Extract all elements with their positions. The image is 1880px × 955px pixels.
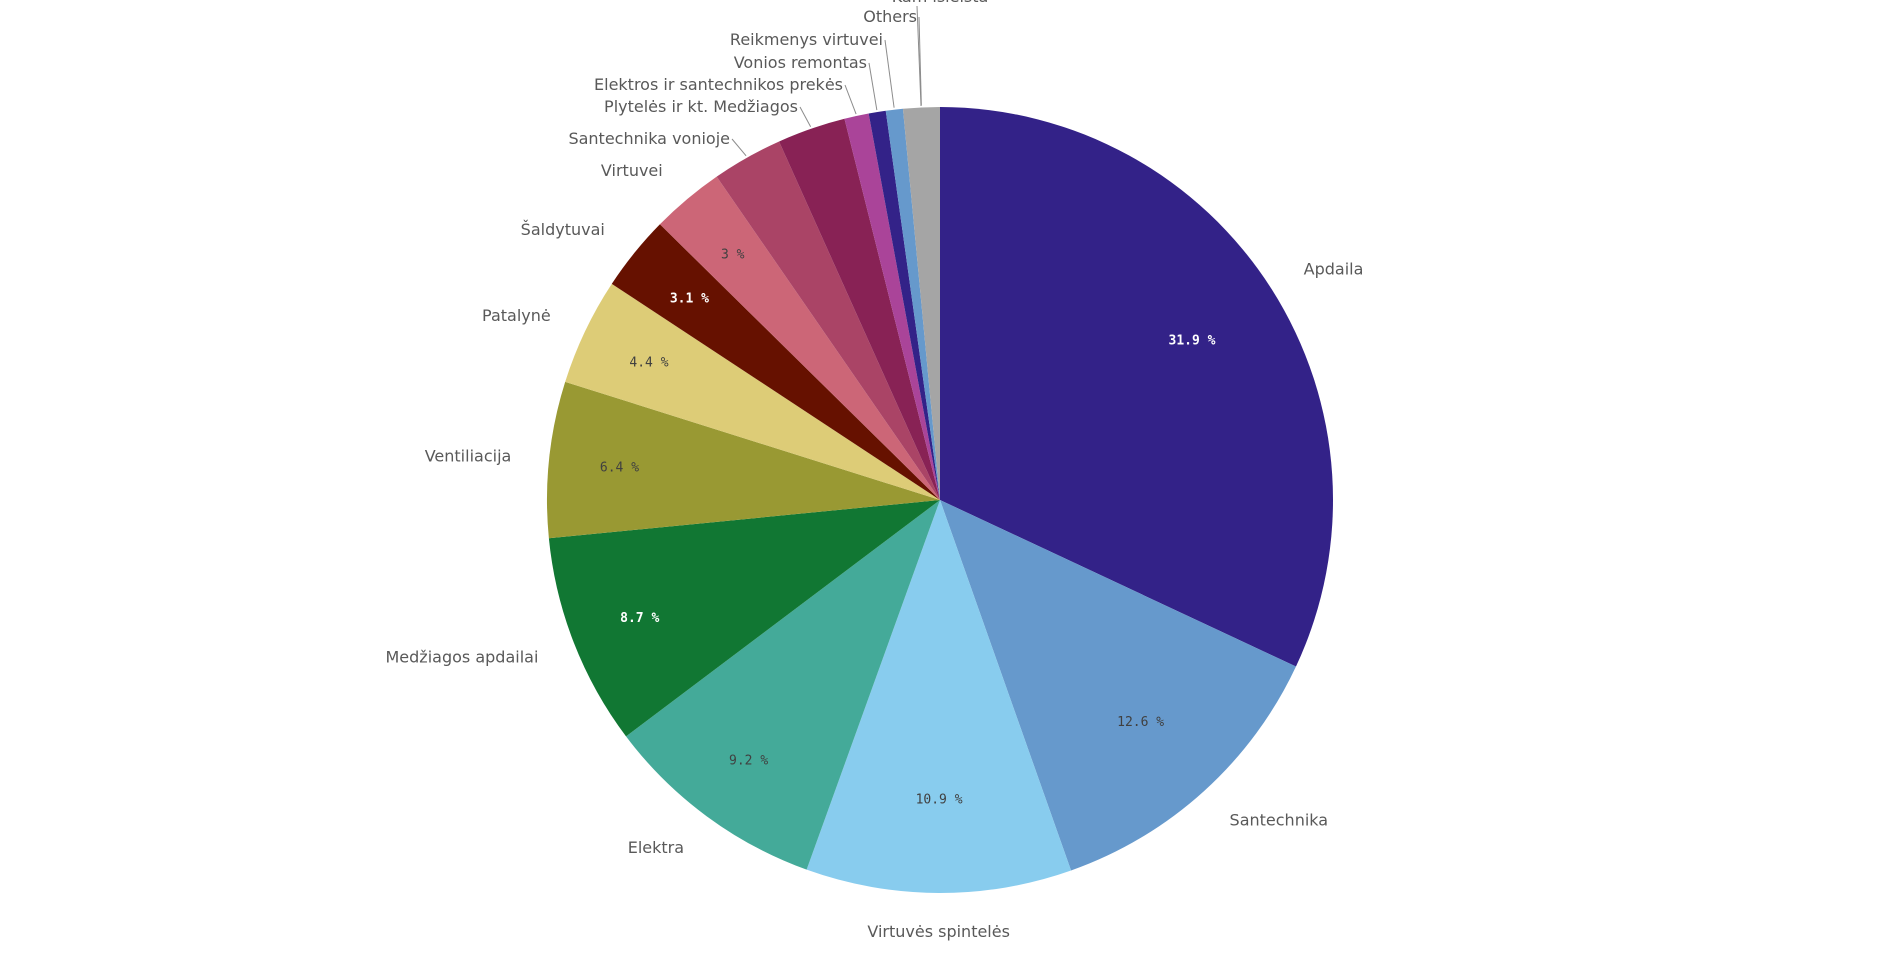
leader-line-vonios-remontas [868,62,878,111]
value-label-saldytuvai: 3.1 % [670,291,709,306]
pie-slices [547,107,1333,894]
pie-slice-ventiliacija[interactable] [547,381,940,539]
pie-slice-santechnika-vonioje[interactable] [716,141,940,500]
value-label-medziagos-apdailai: 8.7 % [620,611,659,626]
pie-slice-saldytuvai[interactable] [611,224,940,500]
pie-slice-elektra[interactable] [626,500,940,870]
value-label-ventiliacija: 6.4 % [600,461,639,476]
pie-slice-plyteles-ir-kt-medziagos[interactable] [779,118,940,500]
category-label-patalyne: Patalynė [482,306,551,325]
pie-slice-vonios-remontas[interactable] [868,110,940,500]
category-label-others: Others [863,7,917,26]
leader-lines [731,5,922,157]
category-label-elektra: Elektra [628,838,684,857]
category-labels: Apdaila Santechnika Virtuvės spintelės Elek… [386,0,1364,941]
pie-slice-santechnika[interactable] [940,500,1296,871]
category-label-apdaila: Apdaila [1304,260,1364,279]
value-label-patalyne: 4.4 % [629,356,668,371]
pie-slice-elektros-ir-santechnikos-prekes[interactable] [844,113,940,500]
leader-line-others [918,16,922,106]
value-label-virtuvei: 3 % [721,247,745,262]
pie-slice-virtuvei[interactable] [659,176,940,501]
value-label-apdaila: 31.9 % [1169,334,1216,349]
value-labels: 31.9 % 12.6 % 10.9 % 9.2 % 8.7 % 6.4 % 4.4 % 3.… [600,247,1216,807]
leader-line-elektros-ir-santechnikos-prekes [844,84,857,115]
category-label-virtuvei: Virtuvei [601,161,663,180]
category-label-santechnika-vonioje: Santechnika vonioje [568,129,730,148]
value-label-santechnika: 12.6 % [1117,715,1164,730]
value-label-virtuves-spinteles: 10.9 % [916,793,963,808]
leader-line-reikmenys-virtuvei [884,39,895,108]
leader-line-plyteles-ir-kt-medziagos [799,106,812,128]
category-label-reikmenys-virtuvei: Reikmenys virtuvei [730,30,883,49]
value-label-elektra: 9.2 % [729,753,768,768]
category-label-virtuves-spinteles: Virtuvės spintelės [867,922,1010,941]
pie-slice-apdaila[interactable] [940,107,1333,667]
pie-slice-reikmenys-virtuvei[interactable] [885,108,940,501]
category-label-plyteles-ir-kt-medziagos: Plytelės ir kt. Medžiagos [604,97,798,116]
pie-slice-virtuves-spinteles[interactable] [806,500,1072,894]
category-label-medziagos-apdailai: Medžiagos apdailai [386,647,539,666]
category-label-santechnika: Santechnika [1230,810,1329,829]
category-label-kam-isleista: Kam išleista [892,0,989,6]
category-label-saldytuvai: Šaldytuvai [521,220,605,239]
category-label-elektros-ir-santechnikos-prekes: Elektros ir santechnikos prekės [594,75,843,94]
pie-slice-patalyne[interactable] [565,283,940,500]
category-label-ventiliacija: Ventiliacija [425,446,512,465]
pie-slice-others[interactable] [902,107,940,500]
pie-slice-medziagos-apdailai[interactable] [548,500,940,737]
leader-line-kam-isleista [916,5,922,107]
leader-line-santechnika-vonioje [731,138,747,157]
category-label-vonios-remontas: Vonios remontas [734,53,867,72]
